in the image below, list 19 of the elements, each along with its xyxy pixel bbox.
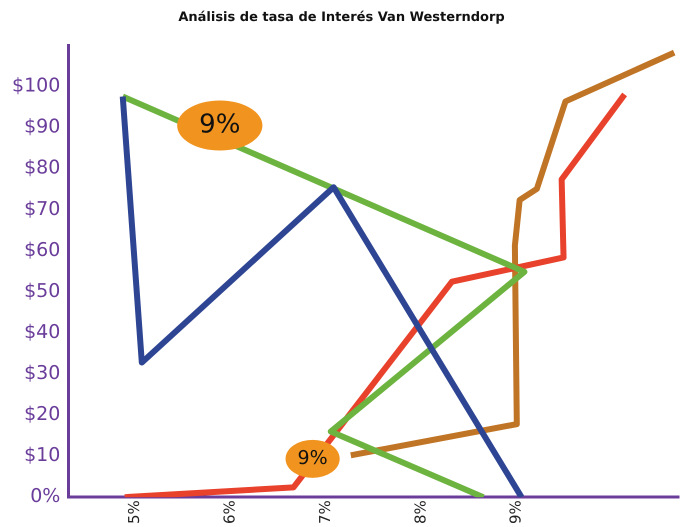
annotation: 9%	[298, 446, 328, 469]
y-tick-label: 0%	[30, 485, 60, 508]
x-tick-label: 9%	[506, 500, 525, 524]
y-tick-label: $70	[24, 198, 60, 220]
x-tick-label: 7%	[316, 500, 334, 524]
y-tick-label: $20	[24, 403, 60, 426]
x-tick-label: 5%	[125, 500, 144, 524]
y-tick-label: $10	[24, 444, 60, 466]
y-tick-label: $50	[24, 280, 60, 302]
y-tick-label: $40	[24, 320, 60, 343]
y-tick-label: $30	[24, 362, 60, 384]
annotation: 9%	[199, 109, 240, 140]
y-tick-label: $60	[24, 238, 60, 261]
y-tick-label: $90	[24, 116, 60, 138]
x-tick-label: 8%	[411, 500, 430, 524]
y-tick-label: $100	[12, 74, 60, 97]
y-tick-label: $80	[24, 156, 60, 179]
chart-title: Análisis de tasa de Interés Van Westerndorp	[178, 10, 505, 26]
x-tick-label: 6%	[220, 500, 238, 524]
